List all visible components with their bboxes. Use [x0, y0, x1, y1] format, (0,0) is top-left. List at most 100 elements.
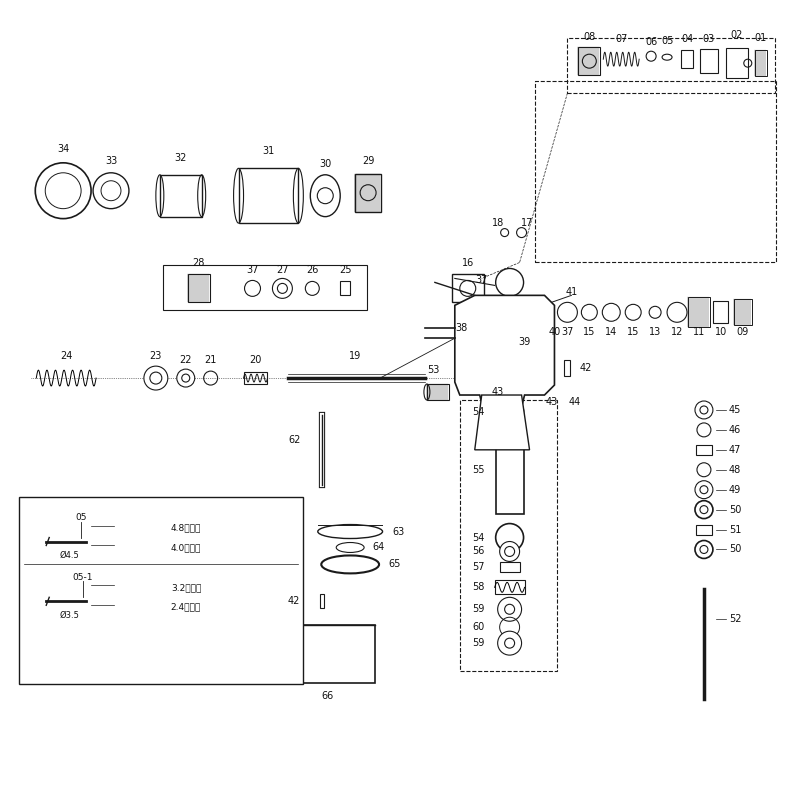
Text: 20: 20	[250, 355, 262, 365]
Text: 28: 28	[193, 258, 205, 269]
Text: 37: 37	[246, 266, 258, 275]
Bar	[534, 81, 776, 262]
Bar	[696, 445, 712, 455]
Text: Ø3.5: Ø3.5	[59, 610, 79, 620]
Text: 11: 11	[693, 327, 705, 338]
Text: 42: 42	[288, 596, 300, 606]
Text: 03: 03	[702, 34, 715, 44]
Text: 41: 41	[566, 287, 578, 298]
Text: 05: 05	[75, 513, 87, 522]
Text: 26: 26	[306, 266, 318, 275]
Bar	[295, 626, 375, 683]
Bar	[427, 384, 449, 400]
Bar	[681, 50, 693, 68]
Bar	[688, 298, 710, 327]
Bar	[452, 274, 484, 302]
Text: 60: 60	[473, 622, 485, 632]
Text: 10: 10	[714, 327, 727, 338]
Text: 21: 21	[205, 355, 217, 365]
Text: 06: 06	[645, 38, 658, 47]
Text: 51: 51	[729, 525, 742, 534]
Text: 31: 31	[262, 146, 274, 156]
Text: 04: 04	[681, 34, 693, 44]
Text: 17: 17	[522, 218, 534, 228]
Text: 52: 52	[729, 614, 742, 624]
Bar	[163, 266, 367, 310]
Text: 55: 55	[472, 465, 485, 474]
Text: 48: 48	[729, 465, 741, 474]
Text: 37: 37	[562, 327, 574, 338]
Bar	[114, 521, 132, 534]
Text: 59: 59	[472, 604, 485, 614]
Text: 05: 05	[661, 36, 674, 46]
Text: 29: 29	[362, 156, 374, 166]
Text: 15: 15	[627, 327, 639, 338]
Circle shape	[500, 542, 519, 562]
Text: 63: 63	[392, 526, 404, 537]
Circle shape	[273, 278, 292, 298]
Circle shape	[498, 598, 522, 622]
Bar	[734, 299, 752, 326]
Text: 42: 42	[579, 363, 591, 373]
Bar	[494, 580, 525, 594]
Text: 56: 56	[472, 546, 485, 557]
Text: 09: 09	[737, 327, 749, 338]
Polygon shape	[455, 295, 554, 428]
Text: 27: 27	[276, 266, 289, 275]
Circle shape	[582, 304, 598, 320]
Bar	[114, 600, 132, 614]
Text: 3.2入钉头: 3.2入钉头	[170, 583, 201, 592]
Text: 66: 66	[321, 691, 334, 701]
Text: 37: 37	[475, 275, 488, 286]
Text: 02: 02	[730, 30, 743, 40]
Text: 01: 01	[754, 34, 767, 43]
Text: Ø4.5: Ø4.5	[59, 551, 79, 560]
Circle shape	[35, 163, 91, 218]
Text: 23: 23	[150, 351, 162, 361]
Text: 2.4入钉头: 2.4入钉头	[170, 602, 201, 612]
Bar	[238, 168, 298, 223]
Text: 64: 64	[372, 542, 384, 553]
Text: 05-1: 05-1	[73, 573, 94, 582]
Bar	[460, 400, 558, 671]
Text: 40: 40	[548, 327, 561, 338]
Circle shape	[558, 302, 578, 322]
Text: 57: 57	[472, 562, 485, 573]
Bar	[114, 580, 132, 594]
Text: 30: 30	[319, 159, 331, 169]
Text: 50: 50	[729, 505, 742, 514]
Text: 24: 24	[60, 351, 72, 361]
Bar	[114, 541, 132, 554]
Bar	[714, 302, 728, 323]
Text: 22: 22	[179, 355, 192, 365]
Text: 47: 47	[729, 445, 742, 455]
Text: 14: 14	[605, 327, 618, 338]
Text: 45: 45	[729, 405, 742, 415]
Circle shape	[695, 501, 713, 518]
Bar	[160, 174, 202, 217]
Circle shape	[667, 302, 687, 322]
Circle shape	[144, 366, 168, 390]
Text: 43: 43	[491, 387, 504, 397]
Bar	[567, 38, 774, 93]
Text: 19: 19	[349, 351, 362, 361]
Bar	[578, 47, 600, 75]
Text: 4.8入钉头: 4.8入钉头	[170, 523, 201, 532]
Text: 13: 13	[649, 327, 662, 338]
Bar	[340, 282, 350, 295]
Text: 53: 53	[426, 365, 439, 375]
Circle shape	[649, 306, 661, 318]
Text: 44: 44	[568, 397, 581, 407]
Text: 39: 39	[518, 338, 530, 347]
Bar	[355, 174, 381, 212]
Bar	[565, 360, 570, 376]
Circle shape	[498, 631, 522, 655]
Text: 43: 43	[546, 397, 558, 407]
Bar	[700, 50, 718, 73]
Text: 33: 33	[105, 156, 117, 166]
Text: 08: 08	[583, 32, 595, 42]
Bar	[726, 48, 748, 78]
Text: 54: 54	[472, 533, 485, 542]
Text: 16: 16	[462, 258, 474, 269]
Text: 4.0入钉头: 4.0入钉头	[170, 543, 201, 552]
